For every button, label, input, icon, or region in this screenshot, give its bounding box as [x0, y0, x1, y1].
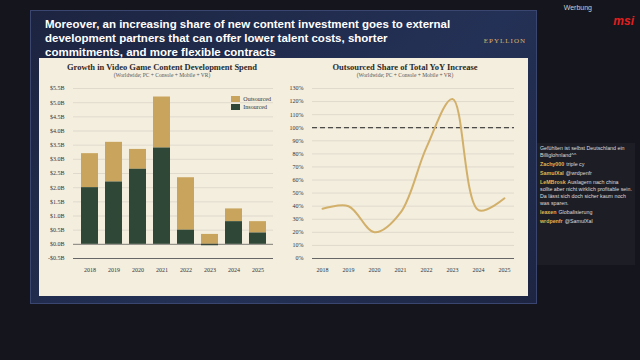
svg-text:2024: 2024 — [473, 267, 485, 273]
svg-text:2018: 2018 — [84, 267, 96, 273]
svg-text:50%: 50% — [293, 190, 304, 196]
svg-text:$1.5B: $1.5B — [50, 199, 65, 205]
svg-text:$4.5B: $4.5B — [50, 114, 65, 120]
svg-text:2023: 2023 — [204, 267, 216, 273]
svg-text:2022: 2022 — [180, 267, 192, 273]
html-text:(Worldwide; PC + Console + Mob: (Worldwide; PC + Console + Mobile + VR) — [113, 72, 211, 78]
html-text:Insourced: Insourced — [243, 104, 267, 110]
html-text:Outsourced: Outsourced — [243, 96, 271, 102]
svg-text:90%: 90% — [293, 138, 304, 144]
svg-text:$3.0B: $3.0B — [50, 156, 65, 162]
svg-text:80%: 80% — [293, 151, 304, 157]
svg-text:2020: 2020 — [369, 267, 381, 273]
svg-text:2024: 2024 — [228, 267, 240, 273]
html-text:SamulXal @wrdpenfr: SamulXal @wrdpenfr — [540, 170, 592, 176]
svg-text:100%: 100% — [290, 125, 304, 131]
svg-text:2023: 2023 — [447, 267, 459, 273]
svg-text:2021: 2021 — [156, 267, 168, 273]
svg-text:120%: 120% — [290, 98, 304, 104]
svg-text:130%: 130% — [290, 85, 304, 91]
svg-text:30%: 30% — [293, 216, 304, 222]
svg-text:$1.0B: $1.0B — [50, 213, 65, 219]
html-text:msi: msi — [613, 14, 634, 28]
html-text:Werbung: Werbung — [563, 4, 592, 11]
html-text:(Worldwide; PC + Console + Mob: (Worldwide; PC + Console + Mobile + VR) — [356, 72, 454, 78]
html-text:Zachy000 triple cy: Zachy000 triple cy — [540, 161, 585, 167]
svg-text:0%: 0% — [296, 255, 304, 261]
html-text:Growth in Video Game Content D: Growth in Video Game Content Development… — [66, 62, 258, 72]
svg-text:$4.0B: $4.0B — [50, 128, 65, 134]
svg-text:$5.5B: $5.5B — [50, 85, 65, 91]
svg-text:$2.0B: $2.0B — [50, 185, 65, 191]
svg-text:2019: 2019 — [108, 267, 120, 273]
svg-text:2025: 2025 — [499, 267, 511, 273]
svg-text:40%: 40% — [293, 203, 304, 209]
html-text:Outsourced Share of Total YoY: Outsourced Share of Total YoY Increase — [332, 62, 478, 72]
html-text:leaxen Globalisierung: leaxen Globalisierung — [540, 209, 593, 215]
svg-text:2025: 2025 — [252, 267, 264, 273]
svg-text:2020: 2020 — [132, 267, 144, 273]
svg-text:10%: 10% — [293, 242, 304, 248]
svg-text:2022: 2022 — [421, 267, 433, 273]
svg-text:$2.5B: $2.5B — [50, 170, 65, 176]
svg-text:110%: 110% — [290, 112, 304, 118]
html-text:Gefühlten ist selbst Deutschla: Gefühlten ist selbst Deutschland ein Bil… — [540, 145, 625, 158]
svg-text:$0.0B: $0.0B — [50, 241, 65, 247]
svg-text:70%: 70% — [293, 164, 304, 170]
svg-text:-$0.5B: -$0.5B — [48, 255, 65, 261]
svg-text:$0.5B: $0.5B — [50, 227, 65, 233]
svg-text:$3.5B: $3.5B — [50, 142, 65, 148]
svg-text:20%: 20% — [293, 229, 304, 235]
html-text:LeMBrosk Auslagern nach china: LeMBrosk Auslagern nach china sollte abe… — [540, 179, 632, 206]
svg-text:2021: 2021 — [395, 267, 407, 273]
html-text:EPYLLION: EPYLLION — [483, 37, 526, 45]
svg-text:2019: 2019 — [343, 267, 355, 273]
svg-text:$5.0B: $5.0B — [50, 100, 65, 106]
svg-text:2018: 2018 — [317, 267, 329, 273]
html-text:wrdpenfr @SamulXal: wrdpenfr @SamulXal — [540, 218, 593, 224]
svg-text:60%: 60% — [293, 177, 304, 183]
html-text:Moreover, an increasing share: Moreover, an increasing share of new con… — [45, 18, 451, 58]
